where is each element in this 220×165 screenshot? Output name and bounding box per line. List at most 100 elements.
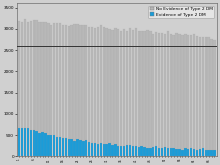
- Bar: [213, 40, 216, 150]
- Bar: [181, 35, 184, 150]
- Bar: [146, 30, 149, 148]
- Bar: [205, 150, 207, 156]
- Bar: [79, 140, 82, 156]
- Bar: [21, 22, 23, 128]
- Bar: [30, 21, 32, 130]
- Bar: [135, 28, 137, 146]
- Bar: [33, 131, 35, 156]
- Bar: [105, 29, 108, 144]
- Bar: [161, 33, 163, 148]
- Bar: [140, 146, 143, 156]
- Bar: [199, 149, 201, 156]
- Bar: [202, 37, 204, 148]
- Bar: [97, 27, 99, 144]
- Bar: [138, 31, 140, 147]
- Bar: [65, 25, 67, 138]
- Bar: [73, 141, 76, 156]
- Bar: [132, 146, 134, 156]
- Bar: [68, 139, 70, 156]
- Bar: [210, 39, 213, 150]
- Bar: [97, 144, 99, 156]
- Bar: [62, 138, 64, 156]
- Bar: [62, 25, 64, 138]
- Bar: [33, 20, 35, 131]
- Bar: [172, 35, 175, 148]
- Bar: [76, 139, 79, 156]
- Bar: [59, 23, 61, 137]
- Bar: [178, 149, 181, 156]
- Bar: [161, 148, 163, 156]
- Bar: [123, 29, 125, 146]
- Bar: [138, 147, 140, 156]
- Bar: [184, 148, 187, 156]
- Bar: [24, 19, 26, 128]
- Bar: [105, 144, 108, 156]
- Bar: [44, 22, 47, 133]
- Bar: [207, 37, 210, 150]
- Bar: [108, 29, 111, 144]
- Bar: [199, 37, 201, 149]
- Bar: [117, 146, 119, 156]
- Bar: [35, 20, 38, 131]
- Bar: [164, 147, 166, 156]
- Bar: [170, 34, 172, 148]
- Bar: [126, 31, 128, 145]
- Bar: [193, 34, 195, 149]
- Bar: [190, 148, 192, 156]
- Bar: [94, 143, 96, 156]
- Bar: [143, 147, 146, 156]
- Bar: [18, 21, 20, 128]
- Bar: [47, 23, 50, 135]
- Bar: [114, 144, 117, 156]
- Bar: [70, 139, 73, 156]
- Bar: [21, 128, 23, 156]
- Bar: [196, 150, 198, 156]
- Bar: [47, 135, 50, 156]
- Bar: [56, 23, 58, 136]
- Bar: [146, 148, 149, 156]
- Bar: [158, 148, 160, 156]
- Bar: [82, 141, 84, 156]
- Bar: [135, 146, 137, 156]
- Bar: [111, 30, 114, 146]
- Bar: [196, 35, 198, 150]
- Legend: No Evidence of Type 2 DM, Evidence of Type 2 DM: No Evidence of Type 2 DM, Evidence of Ty…: [148, 6, 214, 18]
- Bar: [65, 138, 67, 156]
- Bar: [91, 27, 93, 143]
- Bar: [18, 128, 20, 156]
- Bar: [158, 33, 160, 148]
- Bar: [85, 140, 87, 156]
- Bar: [167, 148, 169, 156]
- Bar: [59, 137, 61, 156]
- Bar: [155, 32, 157, 146]
- Bar: [53, 23, 55, 135]
- Bar: [85, 25, 87, 140]
- Bar: [38, 133, 41, 156]
- Bar: [103, 27, 105, 144]
- Bar: [91, 143, 93, 156]
- Bar: [56, 136, 58, 156]
- Bar: [41, 132, 44, 156]
- Bar: [76, 24, 79, 139]
- Bar: [117, 29, 119, 146]
- Bar: [152, 147, 154, 156]
- Bar: [50, 26, 52, 135]
- Bar: [68, 26, 70, 139]
- Bar: [41, 22, 44, 132]
- Bar: [111, 146, 114, 156]
- Bar: [132, 30, 134, 146]
- Bar: [100, 25, 102, 143]
- Bar: [187, 34, 189, 149]
- Bar: [53, 135, 55, 156]
- Bar: [88, 27, 90, 142]
- Bar: [172, 148, 175, 156]
- Bar: [129, 145, 131, 156]
- Bar: [175, 33, 178, 148]
- Bar: [100, 143, 102, 156]
- Bar: [30, 130, 32, 156]
- Bar: [123, 146, 125, 156]
- Bar: [181, 150, 184, 156]
- Bar: [27, 128, 29, 156]
- Bar: [73, 24, 76, 141]
- Bar: [70, 25, 73, 139]
